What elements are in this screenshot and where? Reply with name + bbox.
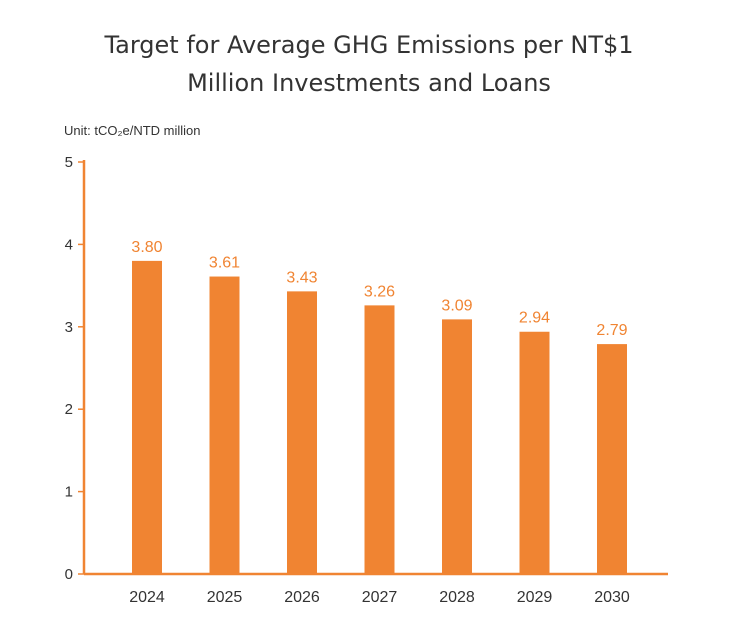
bar (287, 291, 317, 574)
x-tick-label: 2026 (284, 589, 320, 606)
unit-label: Unit: tCO₂e/NTD million (64, 123, 201, 138)
y-tick-label: 0 (65, 566, 73, 583)
bar (364, 305, 395, 574)
bar (442, 319, 472, 574)
data-label: 3.80 (131, 239, 162, 256)
data-label: 3.26 (364, 283, 395, 300)
x-tick-label: 2029 (517, 589, 553, 606)
y-tick-label: 1 (65, 484, 73, 501)
bar (597, 344, 627, 574)
data-label: 3.43 (286, 269, 317, 286)
data-label: 2.94 (519, 310, 550, 327)
y-tick-label: 3 (65, 319, 73, 336)
x-tick-label: 2027 (362, 589, 398, 606)
bar (132, 260, 162, 574)
data-label: 3.09 (441, 297, 472, 314)
y-tick-label: 2 (65, 401, 73, 418)
x-tick-label: 2024 (129, 589, 165, 606)
x-tick-label: 2028 (439, 589, 475, 606)
x-tick-label: 2030 (594, 589, 630, 606)
bar (519, 331, 550, 574)
chart-title-line-2: Million Investments and Loans (187, 69, 551, 97)
y-tick-label: 5 (65, 154, 73, 171)
chart-title: Target for Average GHG Emissions per NT$… (0, 26, 738, 102)
data-label: 3.61 (209, 255, 240, 272)
data-label: 2.79 (596, 322, 627, 339)
y-tick-label: 4 (65, 236, 73, 253)
bar (209, 276, 240, 574)
x-tick-label: 2025 (207, 589, 243, 606)
chart-title-line-1: Target for Average GHG Emissions per NT$… (104, 31, 634, 59)
